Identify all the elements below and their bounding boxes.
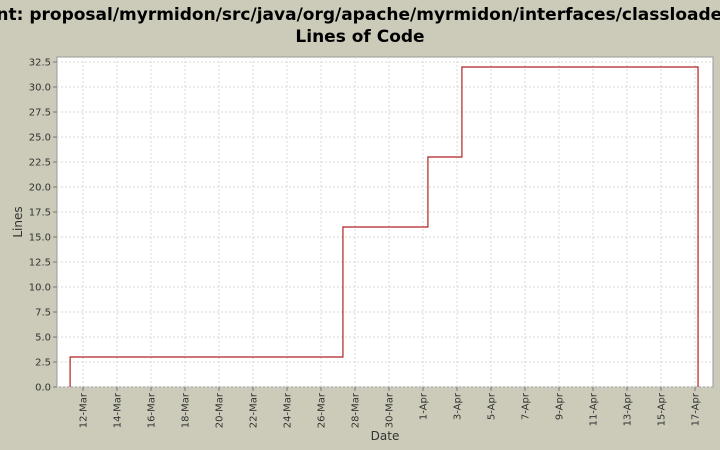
chart-title: Ant: proposal/myrmidon/src/java/org/apac… — [0, 5, 720, 25]
x-tick-label: 7-Apr — [520, 392, 531, 420]
y-tick-label: 12.5 — [29, 258, 51, 269]
x-tick-label: 18-Mar — [181, 392, 192, 428]
x-tick-label: 5-Apr — [486, 392, 497, 420]
y-tick-label: 20.0 — [29, 183, 51, 194]
x-tick-label: 22-Mar — [249, 392, 260, 428]
y-tick-label: 25.0 — [29, 133, 51, 144]
x-axis-label: Date — [371, 429, 400, 443]
x-tick-label: 3-Apr — [452, 392, 463, 420]
x-tick-label: 11-Apr — [588, 392, 599, 426]
x-tick-label: 26-Mar — [316, 392, 327, 428]
y-tick-label: 22.5 — [29, 158, 51, 169]
x-tick-label: 12-Mar — [79, 392, 90, 428]
x-tick-label: 20-Mar — [215, 392, 226, 428]
y-axis-label: Lines — [11, 206, 25, 237]
x-tick-label: 16-Mar — [147, 392, 158, 428]
y-tick-label: 17.5 — [29, 208, 51, 219]
x-tick-label: 15-Apr — [656, 392, 667, 426]
y-tick-label: 5.0 — [35, 333, 51, 344]
x-tick-label: 30-Mar — [384, 392, 395, 428]
x-tick-label: 1-Apr — [418, 392, 429, 420]
y-tick-label: 15.0 — [29, 233, 51, 244]
y-tick-label: 10.0 — [29, 283, 51, 294]
y-tick-label: 27.5 — [29, 108, 51, 119]
y-tick-label: 30.0 — [29, 83, 51, 94]
chart-title: Lines of Code — [295, 27, 424, 47]
x-tick-label: 24-Mar — [282, 392, 293, 428]
x-tick-label: 28-Mar — [350, 392, 361, 428]
x-tick-label: 13-Apr — [622, 392, 633, 426]
y-tick-label: 2.5 — [35, 358, 51, 369]
x-tick-label: 14-Mar — [113, 392, 124, 428]
y-tick-label: 32.5 — [29, 58, 51, 69]
y-tick-label: 0.0 — [35, 383, 51, 394]
y-tick-label: 7.5 — [35, 308, 51, 319]
x-tick-label: 9-Apr — [554, 392, 565, 420]
step-line — [69, 66, 699, 387]
x-tick-label: 17-Apr — [690, 392, 701, 426]
